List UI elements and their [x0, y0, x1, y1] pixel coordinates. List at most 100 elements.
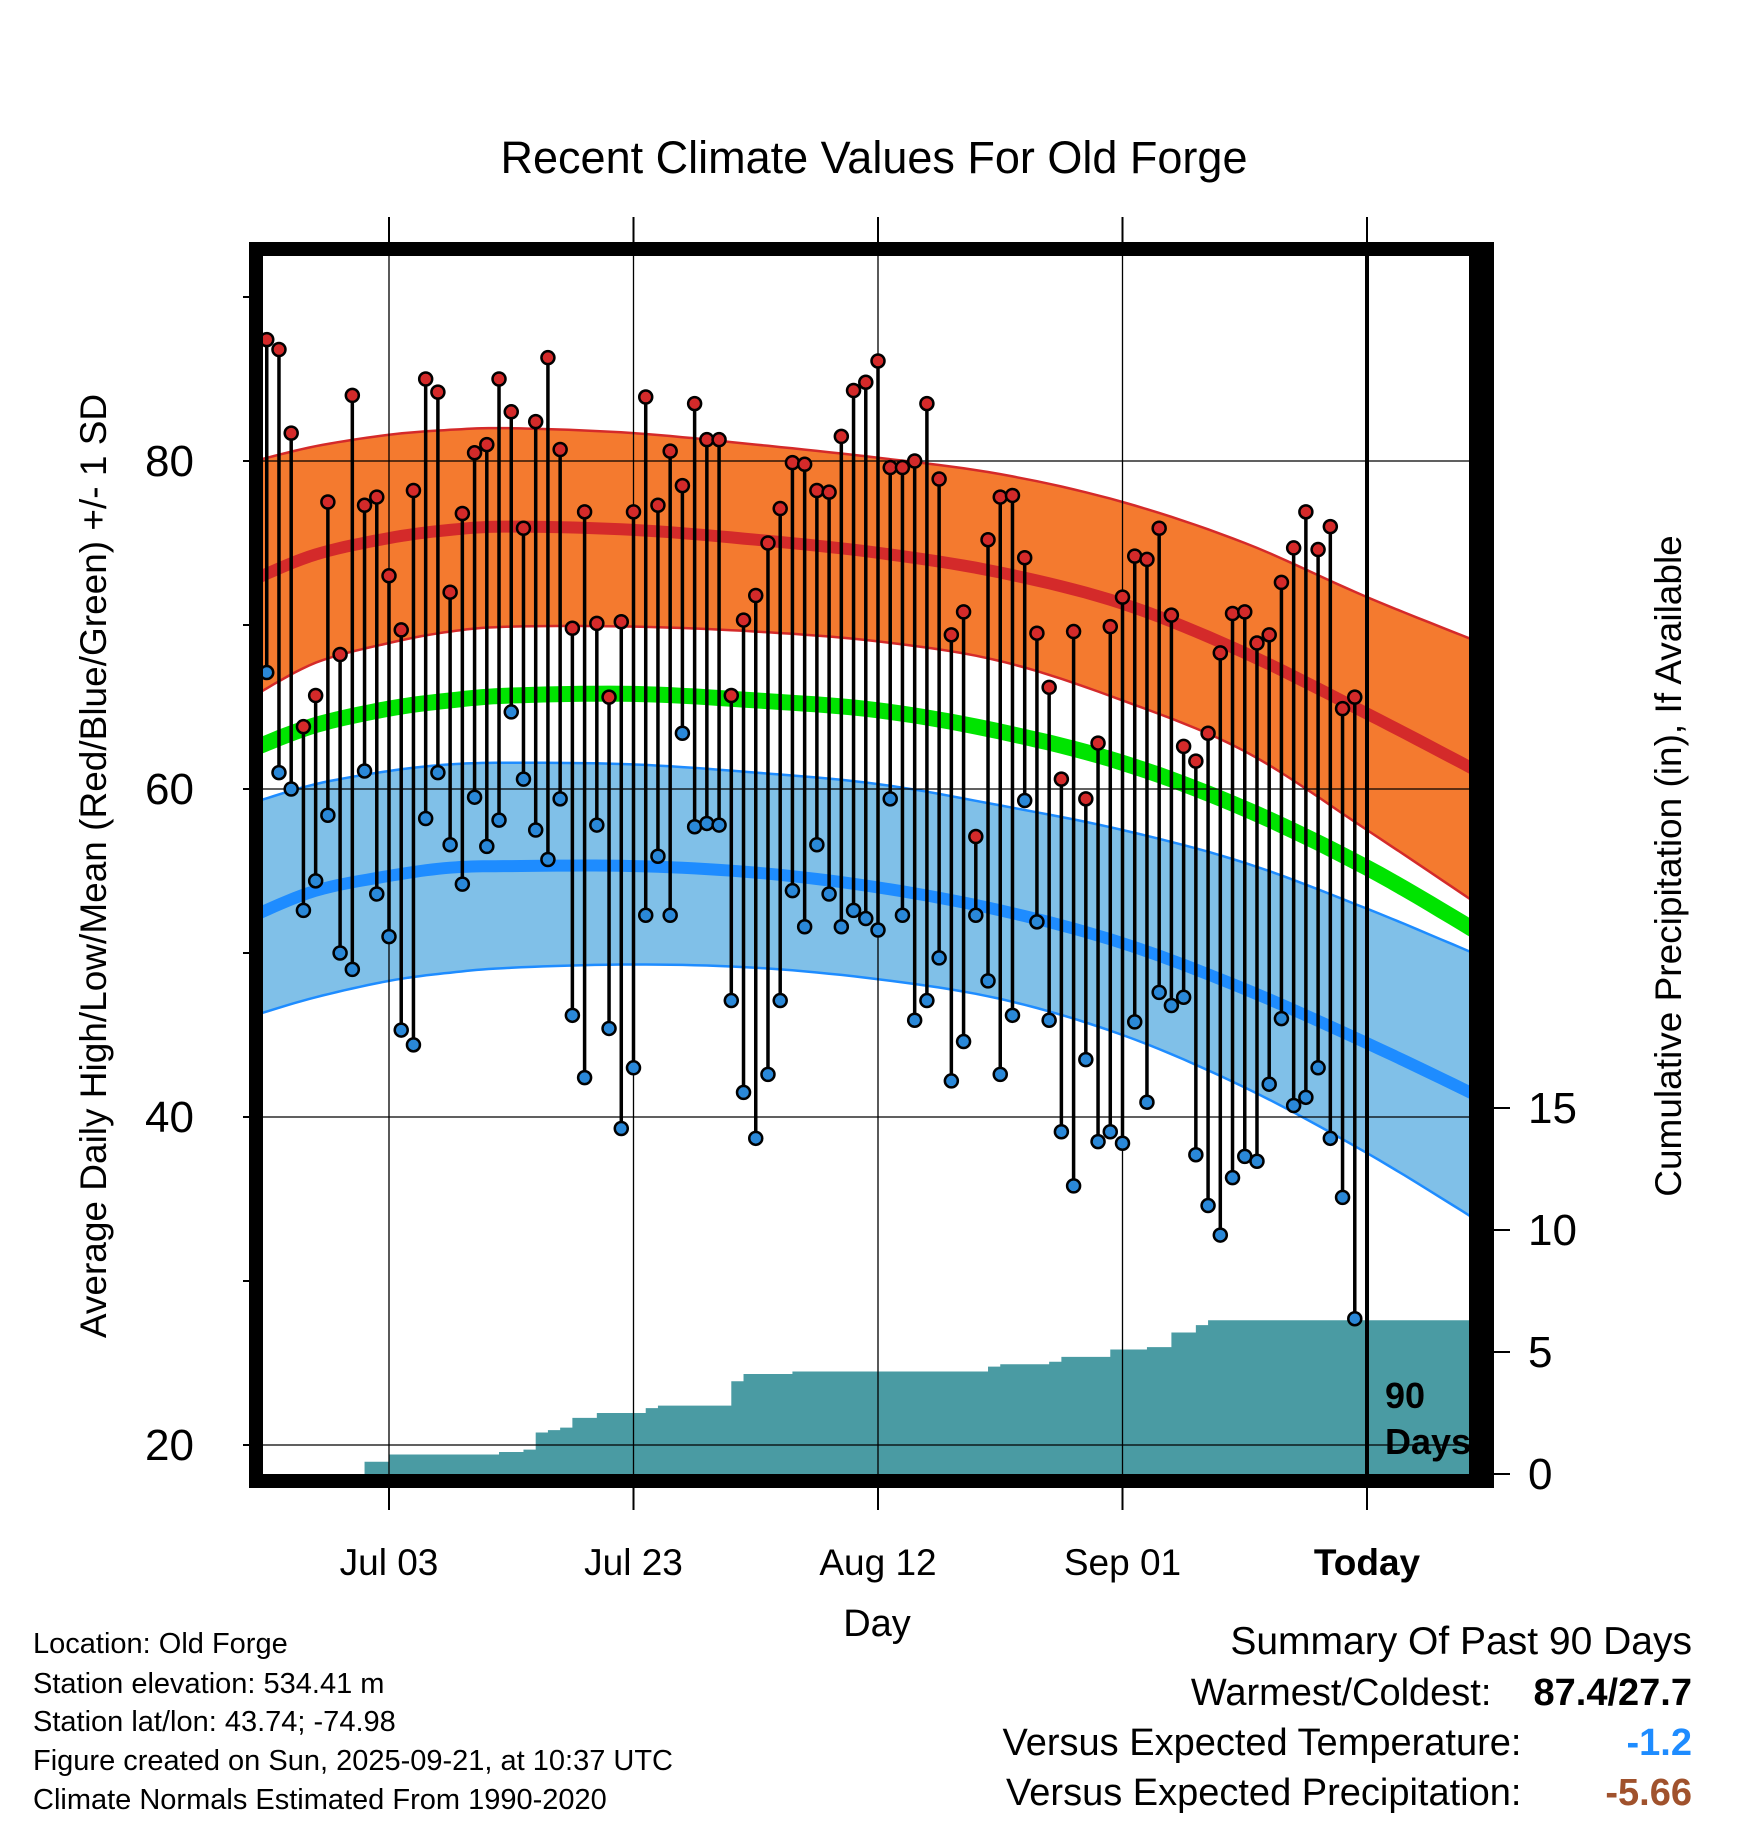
daily-low-point — [466, 789, 483, 805]
daily-high-point — [931, 471, 947, 487]
info-location: Location: Old Forge — [33, 1628, 288, 1660]
daily-low-point — [1163, 997, 1180, 1014]
daily-high-point — [1310, 541, 1326, 558]
daily-low-point — [442, 837, 458, 853]
y-tick-label: 60 — [145, 765, 194, 814]
daily-high-point — [552, 441, 568, 458]
daily-high-point — [540, 349, 556, 366]
daily-low-point — [613, 1120, 630, 1137]
daily-low-point — [601, 1020, 617, 1037]
daily-high-point — [845, 382, 862, 399]
daily-high-point — [796, 456, 813, 473]
daily-high-point — [369, 489, 385, 505]
daily-high-point — [320, 494, 336, 510]
daily-high-point — [527, 413, 544, 430]
daily-low-point — [1347, 1310, 1363, 1327]
summary-precip-value: -5.66 — [1605, 1772, 1692, 1814]
daily-low-point — [796, 919, 813, 935]
daily-high-point — [417, 371, 434, 387]
daily-high-point — [283, 425, 299, 441]
daily-high-point — [503, 404, 519, 420]
daily-low-point — [320, 807, 336, 823]
daily-low-point — [454, 876, 471, 892]
daily-high-point — [589, 615, 605, 632]
daily-low-point — [1334, 1189, 1351, 1206]
daily-high-point — [955, 604, 972, 620]
precipitation-layer — [263, 1320, 1480, 1474]
summary-warmest-row: Warmest/Coldest: 87.4/27.7 — [1191, 1672, 1692, 1715]
daily-low-point — [1175, 989, 1192, 1006]
summary-warmest-value: 87.4/27.7 — [1533, 1672, 1692, 1714]
daily-high-point — [479, 436, 495, 453]
daily-low-point — [417, 810, 434, 827]
summary-title: Summary Of Past 90 Days — [1230, 1620, 1692, 1663]
info-created: Figure created on Sun, 2025-09-21, at 10… — [33, 1745, 673, 1777]
daily-high-point — [1249, 635, 1265, 651]
daily-high-point — [1334, 700, 1351, 717]
summary-temp-label: Versus Expected Temperature: — [1002, 1722, 1522, 1764]
daily-low-point — [955, 1033, 972, 1050]
daily-low-point — [393, 1022, 409, 1038]
daily-high-point — [1090, 735, 1106, 751]
daily-low-point — [772, 992, 788, 1009]
summary-temp-value: -1.2 — [1626, 1722, 1692, 1764]
daily-low-point — [1298, 1089, 1314, 1106]
daily-high-point — [833, 428, 850, 445]
daily-low-point — [540, 851, 556, 868]
daily-high-point — [1126, 548, 1143, 564]
daily-high-point — [1285, 540, 1302, 556]
daily-low-point — [295, 902, 312, 919]
daily-low-point — [1041, 1012, 1057, 1028]
daily-high-point — [735, 612, 752, 628]
chart-title: Recent Climate Values For Old Forge — [501, 132, 1248, 183]
secondary-y-tick-label: 0 — [1528, 1450, 1552, 1499]
daily-low-point — [1285, 1097, 1302, 1114]
daily-low-point — [1322, 1130, 1339, 1147]
daily-high-point — [760, 535, 776, 551]
daily-low-point — [405, 1037, 422, 1053]
daily-low-point — [699, 815, 715, 832]
today-label-bottom: Days — [1385, 1421, 1471, 1462]
daily-high-point — [711, 431, 727, 448]
daily-low-point — [263, 664, 275, 681]
daily-low-point — [1065, 1178, 1082, 1194]
daily-high-point — [1212, 645, 1229, 661]
daily-low-point — [576, 1069, 593, 1086]
daily-high-point — [772, 500, 788, 517]
high-sd-band — [263, 428, 1477, 904]
daily-low-point — [1078, 1051, 1094, 1068]
daily-high-point — [1200, 725, 1216, 741]
daily-low-point — [723, 992, 740, 1009]
daily-high-point — [968, 828, 984, 845]
daily-low-point — [943, 1073, 960, 1089]
daily-low-point — [356, 763, 373, 779]
daily-low-point — [1212, 1227, 1229, 1243]
x-tick-label: Sep 01 — [1064, 1542, 1181, 1583]
daily-low-point — [1224, 1169, 1241, 1186]
daily-low-point — [1090, 1133, 1106, 1150]
x-axis-label: Day — [843, 1603, 911, 1645]
daily-high-point — [992, 489, 1008, 505]
daily-high-point — [271, 341, 287, 358]
y-tick-label: 80 — [145, 437, 194, 486]
summary-temp-row: Versus Expected Temperature: -1.2 — [1003, 1722, 1692, 1765]
daily-high-point — [943, 627, 960, 643]
plot-frame — [249, 242, 1494, 1488]
daily-high-point — [1151, 520, 1167, 536]
daily-low-point — [332, 945, 348, 961]
x-tick-label: Aug 12 — [819, 1542, 936, 1583]
daily-low-point — [735, 1084, 752, 1101]
daily-low-point — [527, 822, 544, 838]
daily-low-point — [369, 886, 385, 902]
daily-high-point — [723, 687, 740, 704]
daily-high-point — [454, 505, 471, 522]
daily-high-point — [576, 504, 593, 520]
daily-low-point — [894, 907, 911, 924]
daily-high-point — [662, 443, 678, 459]
today-label-top: 90 — [1385, 1375, 1425, 1416]
daily-high-point — [381, 568, 397, 584]
daily-high-point — [858, 374, 874, 391]
daily-low-point — [870, 922, 886, 938]
daily-low-point — [479, 838, 495, 855]
info-latlon: Station lat/lon: 43.74; -74.98 — [33, 1706, 396, 1738]
